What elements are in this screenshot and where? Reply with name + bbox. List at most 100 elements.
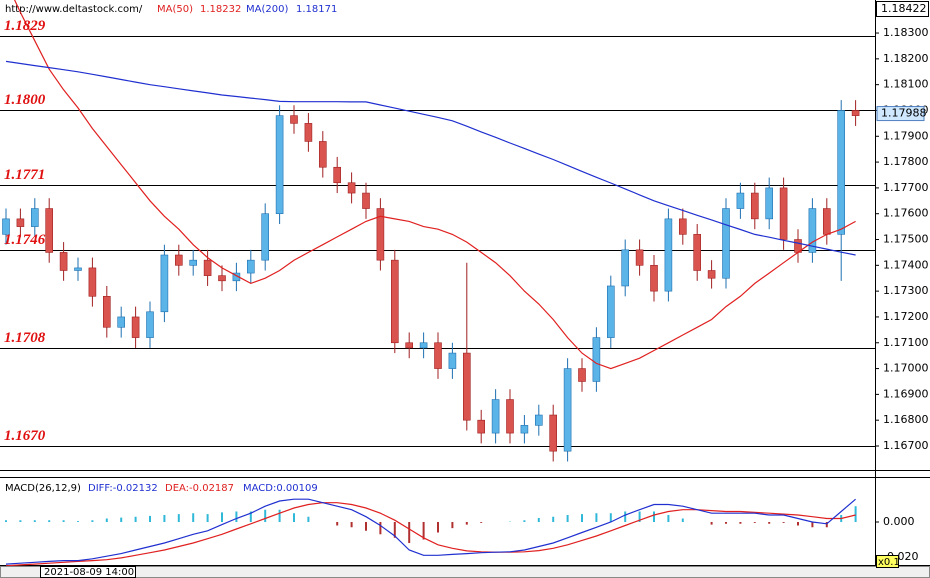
candle-body (175, 254, 183, 266)
candle-body (405, 342, 414, 349)
ma50-value: 1.18232 (200, 4, 241, 15)
macd-title: MACD(26,12,9) (5, 483, 81, 494)
candle-body (30, 208, 39, 227)
ma50-label: MA(50) (157, 4, 193, 15)
candle-body (419, 342, 428, 349)
candle-body (247, 259, 255, 274)
candle-body (606, 285, 615, 338)
candle-body (851, 110, 860, 116)
ma-line (5, 60, 856, 256)
ma200-label: MA(200) (246, 4, 288, 15)
candle-body (506, 399, 514, 434)
candle-body (59, 252, 68, 271)
cursor-date: 2021-08-09 14:00 (44, 567, 134, 578)
macd-panel (5, 498, 857, 566)
candle-body (131, 316, 140, 338)
candle-body (390, 259, 399, 344)
candle-body (304, 123, 313, 142)
y-tick-label: 1.16800 (883, 413, 929, 426)
candle-body (650, 265, 658, 292)
candle-body (477, 419, 486, 434)
macd-tick-label: 0.000 (883, 515, 915, 528)
y-tick-label: 1.17200 (883, 310, 929, 323)
candle-body (189, 259, 197, 266)
level-label: 1.1771 (4, 167, 45, 183)
candle-body (765, 187, 774, 220)
candle-body (621, 249, 630, 287)
candle-body (275, 115, 284, 215)
price-panel (0, 0, 875, 462)
level-label: 1.1746 (4, 232, 46, 248)
y-tick-label: 1.17500 (883, 233, 929, 246)
level-label: 1.1800 (4, 92, 46, 108)
candle-body (203, 259, 212, 276)
ma-line (13, 0, 856, 370)
y-tick-label: 1.18200 (883, 52, 929, 65)
price-axis: 1.183001.182001.181001.180001.179001.178… (875, 26, 929, 452)
candle-body (261, 213, 270, 261)
candle-body (664, 218, 673, 292)
candle-body (578, 368, 586, 382)
candle-body (707, 270, 716, 279)
diff-line (5, 498, 856, 565)
candle-body (333, 166, 342, 184)
candle-body (88, 267, 97, 297)
candle-body (318, 141, 327, 168)
site-url: http://www.deltastock.com/ (5, 4, 143, 15)
y-tick-label: 1.16700 (883, 439, 929, 452)
y-tick-label: 1.18100 (883, 78, 929, 91)
y-tick-label: 1.17300 (883, 284, 929, 297)
candle-body (448, 352, 457, 369)
candle-body (808, 208, 817, 253)
top-price: 1.18422 (881, 2, 927, 15)
candle-body (146, 311, 154, 338)
candle-body (635, 249, 644, 266)
candle-body (779, 187, 788, 240)
y-tick-label: 1.18300 (883, 26, 929, 39)
candle-body (736, 192, 745, 209)
candle-body (434, 342, 442, 369)
top-price-box (876, 1, 929, 17)
candle-body (218, 275, 226, 282)
last-price: 1.17988 (881, 107, 927, 120)
y-tick-label: 1.17800 (883, 155, 929, 168)
candle-body (160, 254, 169, 313)
candle-body (693, 234, 702, 271)
time-bar (0, 566, 930, 578)
y-tick-label: 1.17900 (883, 129, 929, 142)
level-label: 1.1670 (4, 428, 46, 444)
multiplier-box (876, 555, 899, 568)
candle-body (549, 414, 558, 452)
y-tick-label: 1.17700 (883, 181, 929, 194)
diff-label: DIFF:-0.02132 (88, 483, 158, 494)
candle-body (822, 208, 831, 235)
candle-body (534, 414, 543, 426)
candle-body (362, 192, 370, 209)
y-tick-label: 1.17100 (883, 336, 929, 349)
y-tick-label: 1.17600 (883, 207, 929, 220)
candle-body (347, 182, 356, 194)
level-label: 1.1708 (4, 330, 46, 346)
candle-body (678, 218, 687, 235)
y-tick-label: 1.17400 (883, 258, 929, 271)
candle-body (491, 399, 500, 434)
last-price-box (876, 106, 925, 122)
candle-body (592, 337, 601, 382)
candle-body (837, 110, 846, 235)
candle-body (520, 425, 529, 434)
level-label: 1.1829 (4, 18, 46, 34)
candle-body (103, 295, 111, 328)
multiplier: x0.1 (878, 557, 900, 568)
candle-body (563, 368, 572, 452)
candle-body (2, 218, 10, 235)
dea-line (5, 502, 856, 566)
candle-body (722, 208, 730, 279)
candle-body (74, 267, 82, 271)
dea-label: DEA:-0.02187 (165, 483, 234, 494)
candle-body (290, 115, 298, 124)
candle-body (45, 208, 54, 253)
y-tick-label: 1.17000 (883, 362, 929, 375)
macd-label: MACD:0.00109 (243, 483, 318, 494)
